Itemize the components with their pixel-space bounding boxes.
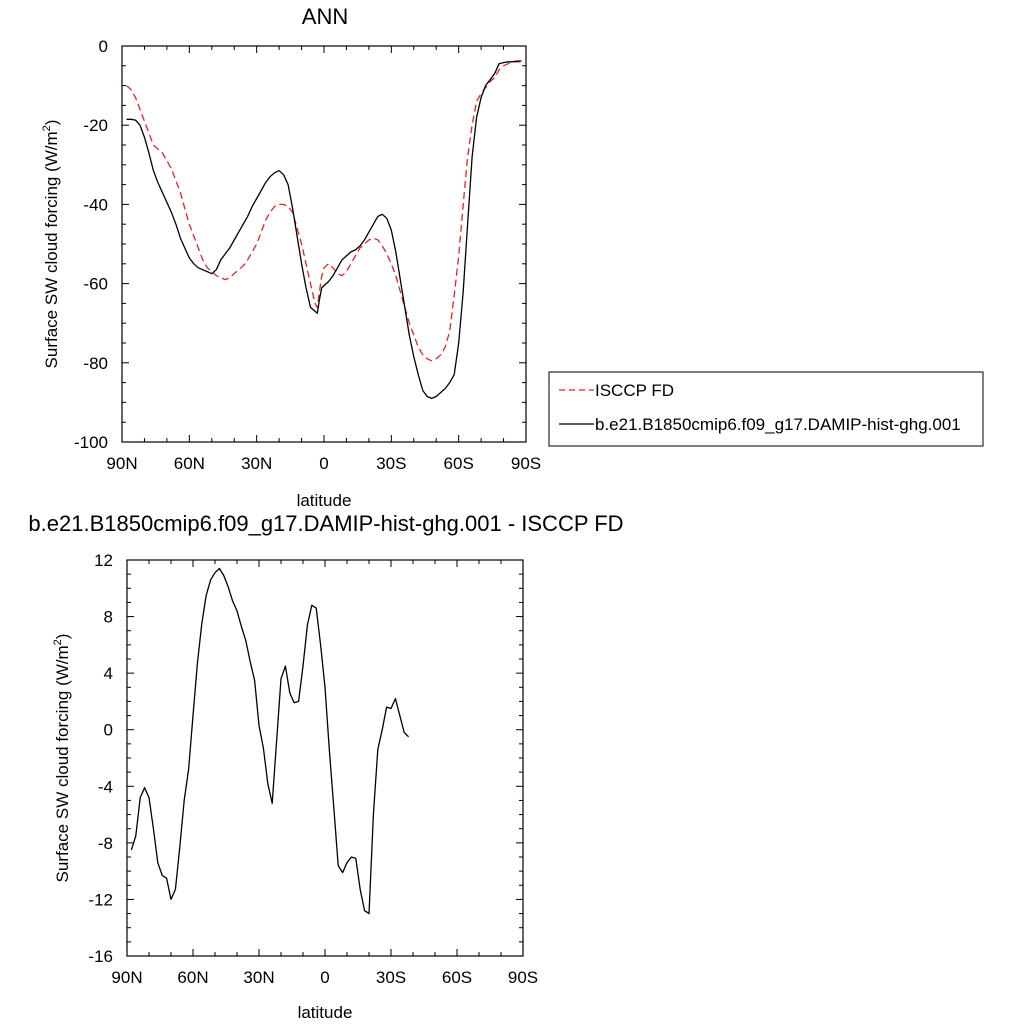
bottom-y-tick-label: -8 [98,834,113,853]
bottom-y-tick-label: -16 [88,947,113,966]
bottom-chart-title: b.e21.B1850cmip6.f09_g17.DAMIP-hist-ghg.… [28,511,623,536]
bottom-chart-plot-frame [126,559,524,957]
bottom-x-tick-label: 0 [320,968,329,987]
bottom-chart-series [130,567,410,915]
top-chart-axes: 90N 60N 30N 0 30S 60S 90S 0 -20 -40 -60 -80 -100 [74,37,541,473]
top-series-line-1 [126,60,522,400]
bottom-y-tick-label: 0 [104,721,113,740]
top-x-tick-label: 90S [511,454,541,473]
top-chart-series [126,60,522,400]
bottom-x-tick-label: 30N [243,968,274,987]
bottom-chart-ylabel: Surface SW cloud forcing (W/m2) [52,634,72,883]
top-series-line-0 [126,61,522,362]
bottom-y-tick-label: 8 [104,608,113,627]
legend: ISCCP FD b.e21.B1850cmip6.f09_g17.DAMIP-… [548,371,984,447]
bottom-y-tick-label: 12 [94,551,113,570]
top-x-tick-label: 30N [241,454,272,473]
top-y-tick-label: -60 [83,275,108,294]
bottom-y-tick-label: -4 [98,777,113,796]
top-y-tick-label: 0 [99,37,108,56]
bottom-y-tick-label: 4 [104,664,113,683]
bottom-chart-xlabel: latitude [298,1003,353,1022]
top-x-tick-label: 90N [106,454,137,473]
top-chart-title: ANN [302,4,348,29]
top-x-tick-label: 60N [174,454,205,473]
top-chart-xlabel: latitude [297,491,352,510]
bottom-chart: b.e21.B1850cmip6.f09_g17.DAMIP-hist-ghg.… [28,511,623,1022]
top-x-tick-label: 60S [444,454,474,473]
top-y-tick-label: -20 [83,116,108,135]
bottom-chart-axes: 90N 60N 30N 0 30S 60S 90S 12 8 4 0 -4 -8 -12 -16 [88,551,538,987]
legend-label-isccp: ISCCP FD [595,381,674,400]
legend-box [548,371,984,447]
top-x-tick-label: 30S [376,454,406,473]
bottom-x-tick-label: 90S [508,968,538,987]
top-chart: ANN 90N 60N 30N 0 30S 60S 90S 0 -20 -40 -60 -80 -100… [41,4,984,510]
bottom-series-line-0 [130,567,410,915]
legend-label-model: b.e21.B1850cmip6.f09_g17.DAMIP-hist-ghg.… [595,415,961,434]
top-y-tick-label: -80 [83,354,108,373]
bottom-y-tick-label: -12 [88,890,113,909]
bottom-x-tick-label: 60N [177,968,208,987]
top-y-tick-label: -100 [74,433,108,452]
top-y-tick-label: -40 [83,195,108,214]
bottom-x-tick-label: 30S [376,968,406,987]
bottom-x-tick-label: 60S [442,968,472,987]
top-x-tick-label: 0 [319,454,328,473]
top-chart-ylabel: Surface SW cloud forcing (W/m2) [41,120,61,369]
bottom-x-tick-label: 90N [111,968,142,987]
